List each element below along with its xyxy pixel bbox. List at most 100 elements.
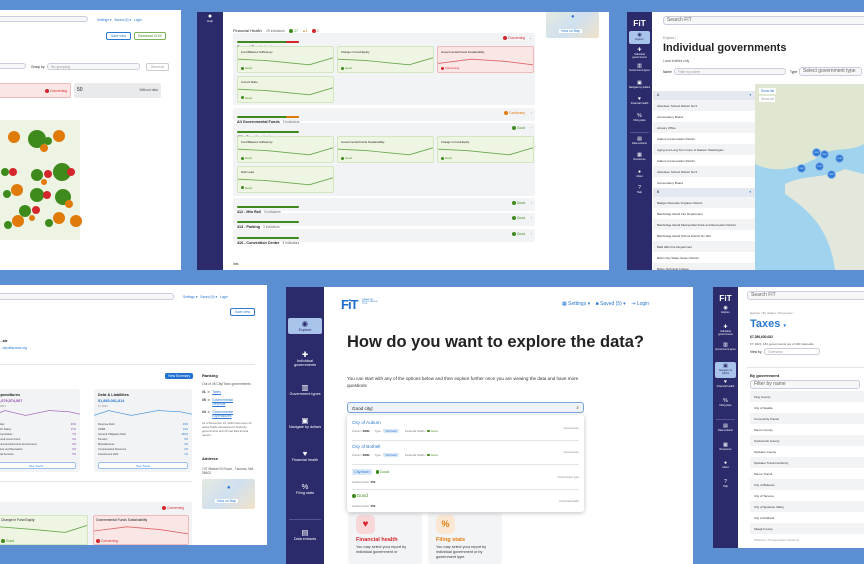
sidebar-item-filing-stats[interactable]: % Filing stats: [627, 113, 652, 123]
county-bubble[interactable]: [30, 188, 44, 202]
chevron-right-icon[interactable]: ›: [530, 215, 532, 220]
county-bubble[interactable]: [8, 131, 20, 143]
sidebar-item-government-types[interactable]: ▥ Government types: [713, 343, 738, 352]
without-data-summary[interactable]: 50 Without data: [74, 83, 161, 98]
county-bubble[interactable]: [65, 200, 73, 208]
chevron-right-icon[interactable]: ›: [530, 231, 532, 236]
concerning-summary[interactable]: Concerning: [0, 83, 71, 98]
fund-section[interactable]: General Fund4 indicatorsConcerning⌄Fund …: [233, 33, 535, 105]
search-input[interactable]: Search FIT: [663, 16, 864, 25]
sidebar-item-about[interactable]: ● About: [713, 461, 738, 470]
search-result[interactable]: Government City of Bothell County:KING Type…: [352, 443, 579, 465]
county-bubble-map[interactable]: [0, 120, 90, 240]
table-row[interactable]: Skagit County: [750, 523, 864, 534]
ranking-link[interactable]: Taxes: [212, 390, 221, 394]
save-view-button[interactable]: Save view: [230, 308, 256, 316]
map-cluster[interactable]: 1762: [815, 162, 824, 171]
search-input[interactable]: [0, 16, 88, 22]
table-row[interactable]: Spokane County: [754, 449, 777, 454]
view-on-map-button[interactable]: View on Map: [559, 29, 582, 33]
sidebar-item-financial-health[interactable]: ♥ Financial health: [627, 97, 652, 106]
indicator-card[interactable]: Fund Balance Sufficiency Good: [237, 46, 334, 73]
county-bubble[interactable]: [44, 170, 52, 178]
indicator-card[interactable]: Change in Fund Equity Good: [0, 515, 88, 545]
sidebar-item-filing-stats[interactable]: % Filing stats: [286, 483, 324, 495]
ranking-link[interactable]: Governmental Revenue: [212, 398, 233, 406]
table-row[interactable]: City of Kirkland: [754, 515, 775, 520]
search-input[interactable]: [0, 293, 174, 300]
list-item[interactable]: Bainbridge Island Fire Department: [657, 211, 703, 216]
indicator-card[interactable]: Current Ratio Good: [237, 75, 334, 103]
county-bubble[interactable]: [31, 169, 43, 181]
table-row[interactable]: City of Spokane Valley: [750, 501, 864, 512]
county-bubble[interactable]: [11, 184, 23, 196]
filing-stats-card[interactable]: % Filing stats You may select your repor…: [428, 513, 502, 564]
sidebar-item-explore[interactable]: ◉ Explore: [288, 318, 322, 335]
fit-logo[interactable]: FiT: [633, 18, 646, 28]
see-trend-button[interactable]: See Trend: [98, 462, 188, 469]
fund-section[interactable]: All Governmental Funds 3 indicators Cautio…: [233, 108, 535, 124]
county-bubble[interactable]: [19, 205, 31, 217]
settings-menu[interactable]: Settings: [97, 18, 109, 22]
fund-section[interactable]: 412 - Mtn Rail 3 indicators Good ›: [233, 198, 535, 214]
map-cluster[interactable]: 2901: [820, 150, 829, 159]
view-on-map-button[interactable]: View on Map: [215, 499, 238, 503]
sidebar-item-individual-governments[interactable]: ✚ Individual governments: [627, 47, 652, 60]
county-bubble[interactable]: [29, 215, 35, 221]
search-result[interactable]: Financial health Good Governments:500: [352, 492, 579, 514]
location-map[interactable]: ● View on Map: [546, 12, 599, 38]
filter-select[interactable]: [0, 63, 26, 69]
list-item[interactable]: Bainbridge Island Metropolitan Park and …: [653, 219, 755, 230]
county-bubble[interactable]: [12, 215, 24, 227]
fit-logo[interactable]: FiT FINANCIAL INTELLIGENCE TOOL: [341, 297, 378, 312]
fund-section[interactable]: 413 - Parking 3 indicators Good ›: [233, 213, 535, 229]
saved-menu[interactable]: Saved (5): [600, 301, 622, 307]
search-result[interactable]: Government type City/town Good Governments:…: [352, 468, 579, 490]
table-row[interactable]: Pierce Transit: [754, 471, 773, 476]
table-row[interactable]: City of Tacoma: [754, 493, 774, 498]
sidebar-item-about[interactable]: ● About: [627, 169, 652, 179]
list-item[interactable]: Accountancy Board: [657, 180, 684, 185]
governments-map[interactable]: Show list Show all 1032 2901 1230 2302 1762 3…: [755, 84, 864, 270]
county-bubble[interactable]: [44, 137, 52, 145]
view-summary-button[interactable]: View Summary: [165, 373, 194, 379]
search-input[interactable]: Good city| ⌕: [347, 402, 584, 413]
county-bubble[interactable]: [1, 168, 9, 176]
map-cluster[interactable]: 2302: [797, 164, 806, 173]
list-item[interactable]: Bald Hills Fire Department: [653, 241, 755, 252]
list-item[interactable]: Adams Conservation District: [657, 136, 695, 141]
fit-logo[interactable]: FiT: [719, 293, 732, 303]
sidebar-item-help[interactable]: ? Help: [627, 186, 652, 195]
list-item[interactable]: Bates Technical College: [653, 263, 755, 270]
search-input[interactable]: Search FIT: [747, 291, 864, 300]
indicator-card[interactable]: Governmental Funds Sustainability Concern…: [437, 46, 534, 73]
sidebar-item-data-extracts[interactable]: ▤ Data extracts: [713, 424, 738, 433]
county-bubble[interactable]: [28, 130, 46, 148]
table-row[interactable]: Pierce County: [754, 427, 773, 432]
general-fund-section[interactable]: Concerning Change in Fund Equity Good Go…: [0, 502, 192, 545]
saved-menu[interactable]: Saved (5): [114, 18, 129, 22]
sidebar-item-navigate-by-dollars[interactable]: ▣ Navigate by dollars: [628, 79, 651, 89]
settings-menu[interactable]: Settings: [568, 301, 587, 307]
filter-input[interactable]: Filter by name: [750, 380, 860, 389]
county-bubble[interactable]: [53, 130, 65, 142]
list-item[interactable]: Basin City Water-Sewer District: [657, 255, 699, 260]
chevron-right-icon[interactable]: ›: [530, 110, 532, 115]
county-bubble[interactable]: [41, 179, 47, 185]
financial-health-card[interactable]: ♥ Financial health You may select your r…: [348, 513, 422, 564]
chevron-right-icon[interactable]: ›: [530, 200, 532, 205]
map-cluster[interactable]: 1230: [835, 154, 844, 163]
view-by-select[interactable]: Overview: [764, 348, 820, 355]
address-map[interactable]: ● View on Map: [202, 479, 255, 509]
chevron-down-icon[interactable]: ⌄: [528, 35, 532, 40]
settings-menu[interactable]: Settings: [183, 295, 195, 299]
group-by-select[interactable]: No grouping: [47, 63, 140, 70]
indicator-card[interactable]: Debt Load Good: [237, 165, 334, 193]
saved-menu[interactable]: Saved (5): [200, 295, 215, 299]
list-item[interactable]: Adams Conservation District: [657, 158, 695, 163]
table-row[interactable]: Whatcom Transportation Authority: [754, 537, 800, 542]
sidebar-item-individual-governments[interactable]: ✚ Individual governments: [713, 324, 738, 337]
table-row[interactable]: Snohomish County: [750, 435, 864, 446]
save-view-button[interactable]: Save view: [106, 32, 132, 40]
